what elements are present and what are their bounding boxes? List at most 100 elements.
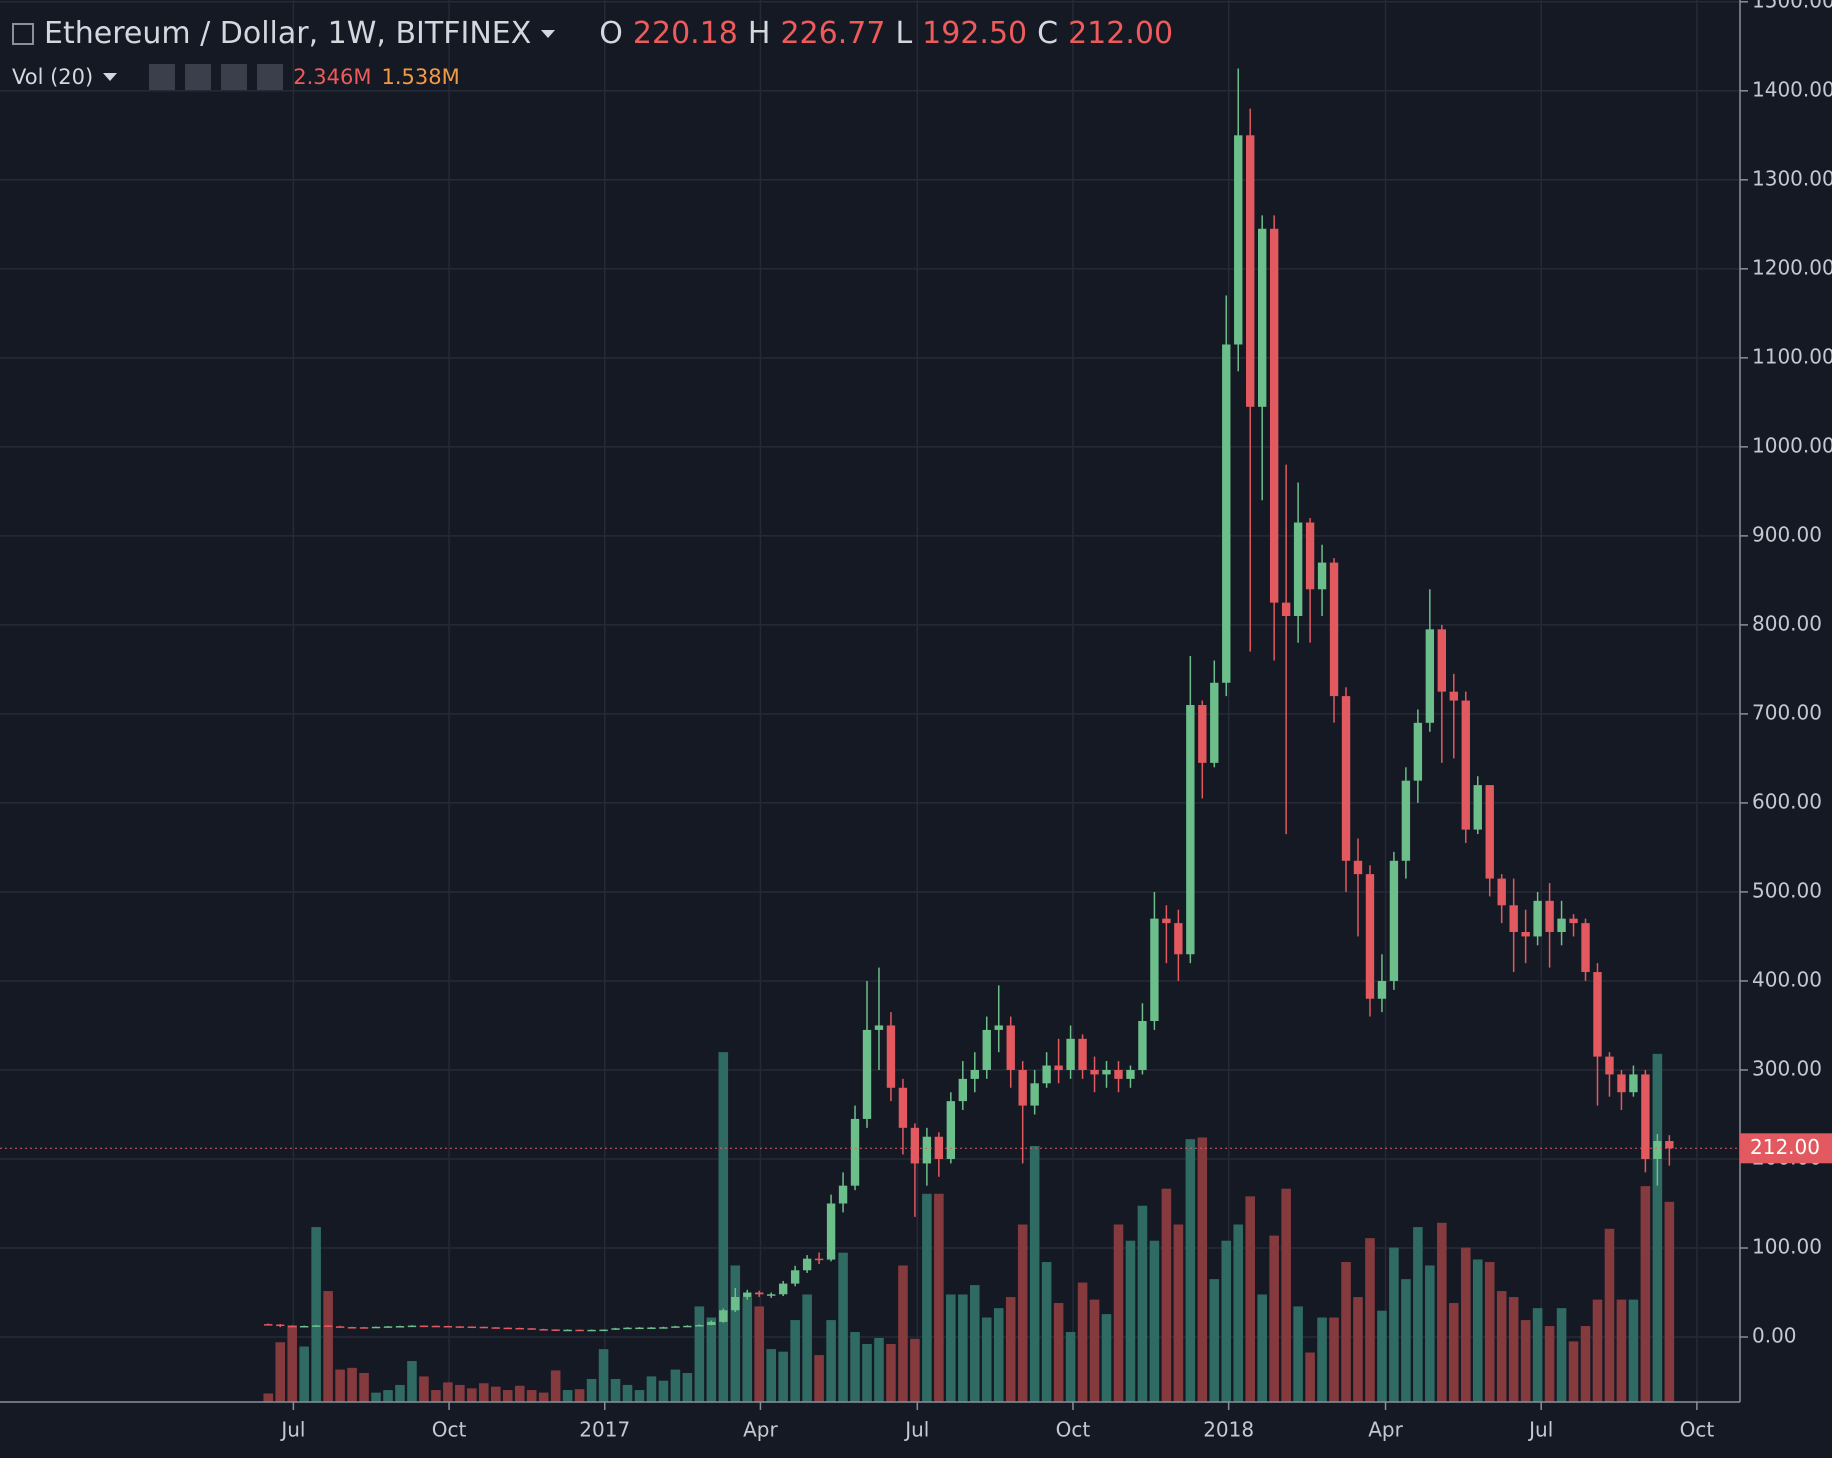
y-tick-label: 600.00 bbox=[1752, 789, 1822, 813]
candle-body bbox=[515, 1327, 524, 1330]
x-tick-label: Oct bbox=[1056, 1418, 1091, 1442]
volume-bar bbox=[1437, 1222, 1447, 1402]
close-icon[interactable] bbox=[257, 64, 284, 90]
volume-menu[interactable] bbox=[103, 73, 118, 81]
volume-bar bbox=[802, 1294, 812, 1402]
eye-icon[interactable] bbox=[149, 64, 176, 90]
volume-bars bbox=[263, 1052, 1675, 1402]
volume-bar bbox=[922, 1193, 932, 1402]
volume-bar bbox=[407, 1361, 417, 1402]
candle-body bbox=[1581, 923, 1590, 973]
volume-bar bbox=[790, 1320, 800, 1402]
volume-bar bbox=[1077, 1282, 1088, 1402]
volume-bar bbox=[1281, 1188, 1291, 1402]
volume-bar bbox=[419, 1376, 429, 1402]
volume-bar bbox=[886, 1343, 896, 1402]
candle-body bbox=[1114, 1069, 1123, 1079]
candle-body bbox=[1257, 228, 1267, 407]
candle-body bbox=[611, 1328, 620, 1330]
volume-bar bbox=[1413, 1227, 1423, 1402]
candle-body bbox=[1006, 1025, 1015, 1070]
volume-bar bbox=[1365, 1238, 1375, 1402]
volume-bar bbox=[622, 1384, 633, 1402]
candle-body bbox=[790, 1270, 800, 1284]
volume-bar bbox=[1065, 1332, 1076, 1402]
volume-bar bbox=[299, 1346, 309, 1402]
volume-bar bbox=[850, 1332, 860, 1402]
volume-bar bbox=[514, 1385, 525, 1402]
volume-bar bbox=[1604, 1228, 1615, 1402]
volume-bar bbox=[490, 1386, 501, 1402]
volume-bar bbox=[730, 1265, 741, 1402]
y-tick-label: 1500.00 bbox=[1752, 0, 1832, 12]
add-icon[interactable] bbox=[221, 64, 248, 90]
candle-body bbox=[599, 1329, 608, 1332]
volume-header: Vol (20) 2.346M 1.538M bbox=[12, 64, 460, 90]
volume-bar bbox=[838, 1252, 848, 1402]
volume-bar bbox=[371, 1392, 381, 1402]
candle-body bbox=[359, 1327, 369, 1329]
volume-bar bbox=[1496, 1291, 1507, 1402]
candle-body bbox=[1533, 900, 1542, 937]
candle-body bbox=[982, 1029, 991, 1070]
volume-bar bbox=[1317, 1317, 1327, 1402]
candle-body bbox=[695, 1325, 704, 1327]
symbol-menu[interactable] bbox=[541, 29, 556, 38]
volume-bar bbox=[1125, 1240, 1136, 1402]
candle-body bbox=[838, 1185, 848, 1204]
volume-bar bbox=[1568, 1341, 1579, 1402]
volume-bar bbox=[347, 1367, 357, 1402]
candle-body bbox=[767, 1294, 776, 1296]
candle-body bbox=[479, 1326, 488, 1329]
candle-body bbox=[1653, 1141, 1662, 1159]
candle-body bbox=[1305, 522, 1315, 590]
volume-bar bbox=[1389, 1247, 1399, 1402]
volume-bar bbox=[335, 1369, 345, 1402]
candle-body bbox=[1497, 878, 1506, 906]
y-tick-label: 1300.00 bbox=[1752, 166, 1832, 190]
last-price-tag bbox=[1740, 1133, 1832, 1164]
candle-body bbox=[1281, 602, 1291, 616]
volume-bar bbox=[1484, 1262, 1495, 1402]
candle-body bbox=[1066, 1038, 1075, 1070]
volume-bar bbox=[610, 1378, 621, 1402]
volume-bar bbox=[1041, 1262, 1052, 1402]
volume-bar bbox=[1005, 1297, 1016, 1402]
candle-body bbox=[1269, 228, 1279, 603]
volume-bar bbox=[658, 1380, 669, 1402]
candle-body bbox=[1413, 722, 1423, 781]
candle-body bbox=[719, 1310, 728, 1322]
volume-bar bbox=[359, 1372, 369, 1402]
candle-body bbox=[970, 1069, 979, 1079]
candle-body bbox=[1198, 705, 1207, 763]
collapse-icon[interactable] bbox=[12, 22, 34, 45]
settings-icon[interactable] bbox=[185, 64, 212, 90]
y-tick-label: 100.00 bbox=[1752, 1235, 1822, 1259]
volume-bar bbox=[1449, 1303, 1459, 1402]
volume-bar bbox=[958, 1294, 968, 1402]
candle-body bbox=[1389, 860, 1399, 981]
candle-body bbox=[431, 1325, 441, 1328]
candle-body bbox=[1509, 905, 1518, 932]
candle-body bbox=[850, 1118, 860, 1186]
grid bbox=[0, 0, 1740, 1402]
candle-body bbox=[1353, 860, 1363, 875]
x-tick-label: Jul bbox=[279, 1418, 305, 1442]
candle-body bbox=[311, 1325, 321, 1327]
x-tick-label: 2018 bbox=[1203, 1418, 1254, 1442]
volume-bar bbox=[969, 1285, 980, 1402]
y-tick-label: 1000.00 bbox=[1752, 433, 1832, 457]
volume-bar bbox=[1209, 1279, 1220, 1402]
volume-bar bbox=[383, 1390, 393, 1402]
candle-body bbox=[1605, 1056, 1614, 1075]
candle-body bbox=[1629, 1074, 1638, 1093]
volume-bar bbox=[479, 1383, 489, 1402]
candle-body bbox=[419, 1325, 429, 1328]
volume-bar bbox=[526, 1390, 537, 1402]
y-tick-label: 1100.00 bbox=[1752, 344, 1832, 368]
volume-bar bbox=[1269, 1235, 1279, 1402]
candle-body bbox=[1641, 1074, 1650, 1159]
volume-bar bbox=[431, 1390, 441, 1402]
volume-bar bbox=[598, 1349, 609, 1402]
candle-body bbox=[922, 1136, 932, 1164]
